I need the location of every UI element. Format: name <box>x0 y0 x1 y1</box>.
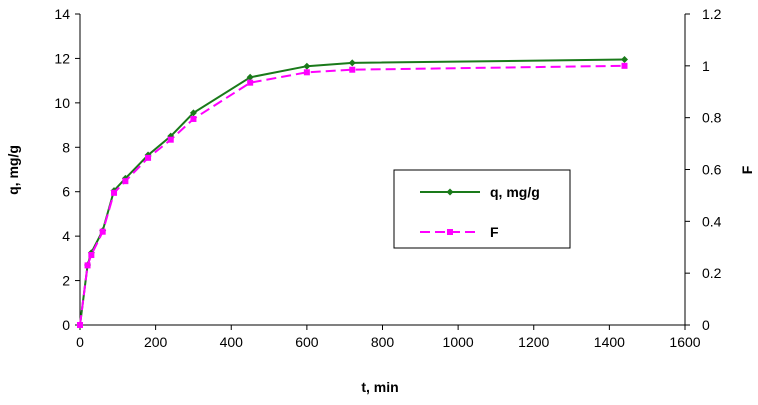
legend-label: F <box>490 224 499 240</box>
x-axis-title: t, min <box>361 379 398 395</box>
x-tick-label: 1000 <box>443 334 474 350</box>
legend-swatch-marker <box>447 229 453 235</box>
x-tick-label: 1600 <box>669 334 700 350</box>
legend-item: F <box>420 224 499 240</box>
y-axis-title-left: q, mg/g <box>5 145 21 195</box>
y2-tick-label: 0.2 <box>702 265 722 281</box>
x-tick-label: 1200 <box>518 334 549 350</box>
y2-tick-label: 0.4 <box>702 213 722 229</box>
y-tick-label: 12 <box>54 50 70 66</box>
x-ticks: 0 200 400 600 800 1000 1200 1400 1600 <box>76 325 701 350</box>
legend-box <box>393 169 571 249</box>
data-point <box>303 69 310 76</box>
data-point <box>111 189 118 196</box>
legend: q, mg/g F <box>393 169 571 249</box>
legend-item: q, mg/g <box>420 184 540 200</box>
y-axis-title-right: F <box>739 165 755 174</box>
data-point <box>349 66 356 73</box>
y-ticks-left: 0 2 4 6 8 10 12 14 <box>54 6 80 333</box>
y-ticks-right: 0 0.2 0.4 0.6 0.8 1 1.2 <box>685 6 722 333</box>
x-tick-label: 600 <box>295 334 319 350</box>
y2-tick-label: 0 <box>702 317 710 333</box>
y-tick-label: 0 <box>62 317 70 333</box>
data-point <box>88 252 95 259</box>
data-point <box>621 56 628 64</box>
x-tick-label: 800 <box>371 334 395 350</box>
y2-tick-label: 1.2 <box>702 6 722 22</box>
series-2 <box>77 62 628 328</box>
x-tick-label: 0 <box>76 334 84 350</box>
x-tick-label: 1400 <box>594 334 625 350</box>
y-tick-label: 6 <box>62 184 70 200</box>
data-point <box>77 322 83 328</box>
data-point <box>84 262 91 269</box>
data-point <box>348 59 356 67</box>
x-tick-label: 200 <box>144 334 168 350</box>
data-point <box>99 228 106 235</box>
y-tick-label: 2 <box>62 273 70 289</box>
data-point <box>621 62 628 69</box>
data-point <box>303 62 311 70</box>
x-tick-label: 400 <box>220 334 244 350</box>
y2-tick-label: 1 <box>702 58 710 74</box>
data-point <box>122 178 129 185</box>
data-point <box>167 136 174 143</box>
series-layer <box>76 56 628 329</box>
y2-tick-label: 0.6 <box>702 162 722 178</box>
data-point <box>145 154 152 161</box>
y-tick-label: 14 <box>54 6 70 22</box>
legend-label: q, mg/g <box>490 184 540 200</box>
legend-swatch-marker <box>446 188 454 196</box>
data-point <box>246 73 254 81</box>
data-point <box>190 115 197 122</box>
data-point <box>247 79 254 86</box>
data-point <box>189 109 197 117</box>
y-tick-label: 4 <box>62 228 70 244</box>
y2-tick-label: 0.8 <box>702 110 722 126</box>
y-tick-label: 8 <box>62 139 70 155</box>
y-tick-label: 10 <box>54 95 70 111</box>
